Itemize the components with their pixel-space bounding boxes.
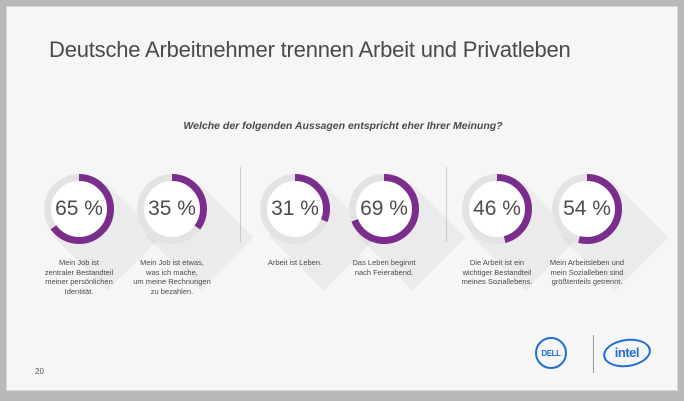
donut-3-value: 31 % — [271, 197, 319, 220]
group-separator — [446, 167, 447, 242]
donut-1-value: 65 % — [55, 197, 103, 220]
donut-2-description: Mein Job ist etwas, was ich mache, um me… — [133, 258, 211, 296]
page-number: 20 — [35, 367, 44, 376]
survey-question: Welche der folgenden Aussagen entspricht… — [183, 120, 503, 132]
donut-value-arc — [44, 174, 114, 244]
donut-disc — [349, 174, 419, 244]
donut-2-graphic — [137, 174, 254, 291]
donut-5: 46 % — [447, 159, 579, 291]
donut-2: 35 % — [122, 159, 254, 291]
group-separator — [240, 167, 241, 242]
donut-6-description: Mein Arbeitsleben und mein Sozialleben s… — [549, 258, 625, 286]
donut-value-arc — [137, 174, 207, 244]
donut-3: 31 % — [245, 159, 377, 291]
donut-2-value: 35 % — [148, 197, 196, 220]
donut-6-value: 54 % — [563, 197, 611, 220]
donut-disc — [137, 174, 207, 244]
donut-5-description: Die Arbeit ist ein wichtiger Bestandteil… — [461, 258, 533, 286]
slide: Deutsche Arbeitnehmer trennen Arbeit und… — [6, 6, 678, 391]
intel-logo: intel — [601, 335, 653, 371]
donut-1-description: Mein Job ist zentraler Bestandteil meine… — [44, 258, 114, 296]
donut-4: 69 % — [334, 159, 466, 291]
donut-5-value: 46 % — [473, 197, 521, 220]
donut-1-graphic — [44, 174, 161, 291]
donut-value-arc — [552, 174, 622, 244]
donut-1: 65 % — [29, 159, 161, 291]
logo-area: DELL intel — [535, 333, 655, 377]
donut-disc — [552, 174, 622, 244]
donut-value-arc — [462, 174, 532, 244]
intel-logo-text: intel — [614, 345, 640, 361]
dell-logo: DELL — [535, 337, 567, 369]
donut-disc — [462, 174, 532, 244]
donut-disc — [44, 174, 114, 244]
donut-3-graphic — [260, 174, 377, 291]
donut-4-value: 69 % — [360, 197, 408, 220]
donut-5-graphic — [462, 174, 579, 291]
slide-title: Deutsche Arbeitnehmer trennen Arbeit und… — [49, 37, 571, 62]
donut-3-description: Arbeit ist Leben. — [267, 258, 323, 267]
donut-6: 54 % — [537, 159, 669, 291]
donut-value-arc — [260, 174, 330, 244]
donut-value-arc — [349, 174, 419, 244]
donut-disc — [260, 174, 330, 244]
donut-4-description: Das Leben beginnt nach Feierabend. — [352, 258, 416, 277]
logo-divider — [593, 335, 594, 373]
donut-4-graphic — [349, 174, 466, 291]
donut-6-graphic — [552, 174, 669, 291]
